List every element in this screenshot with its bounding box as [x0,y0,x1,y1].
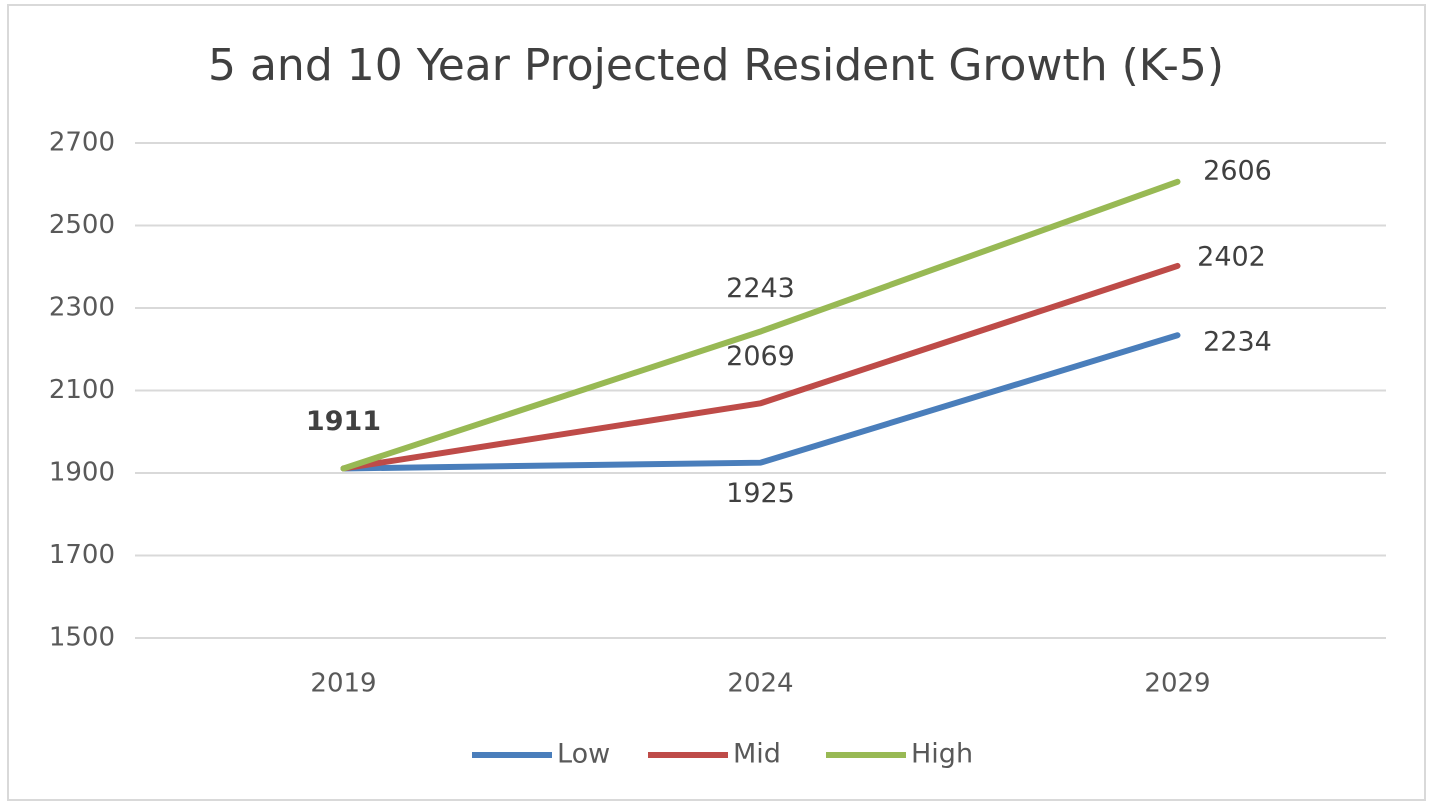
y-tick-label: 2500 [49,210,115,240]
data-label: 2606 [1203,155,1272,186]
data-label: 1925 [726,478,795,509]
chart-title: 5 and 10 Year Projected Resident Growth … [208,40,1224,91]
y-tick-label: 1700 [49,540,115,570]
y-tick-label: 2100 [49,375,115,405]
data-label: 2243 [726,273,795,304]
y-tick-label: 2300 [49,293,115,323]
data-label: 2234 [1203,327,1272,358]
y-tick-label: 1900 [49,458,115,488]
legend-label: High [911,739,973,770]
series-line [340,262,1181,472]
series-line [340,332,1181,472]
data-label: 1911 [306,406,381,437]
series-line [340,178,1181,472]
data-label: 2069 [726,341,795,372]
x-tick-label: 2019 [310,669,376,699]
x-tick-label: 2024 [727,669,793,699]
x-tick-label: 2029 [1144,669,1210,699]
y-tick-label: 1500 [49,623,115,653]
legend-label: Mid [733,739,781,770]
chart-frame [7,4,1426,801]
legend-label: Low [557,739,610,770]
y-tick-label: 2700 [49,128,115,158]
data-label: 2402 [1197,241,1266,272]
